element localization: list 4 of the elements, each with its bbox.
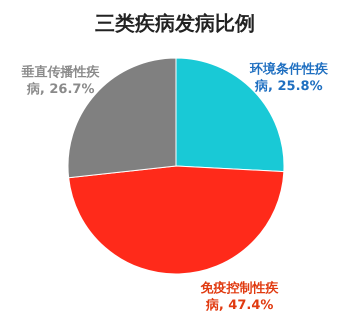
slice-label: 环境条件性疾病, 25.8% bbox=[248, 61, 329, 94]
slice-label: 垂直传播性疾病, 26.7% bbox=[20, 64, 101, 97]
chart-title: 三类疾病发病比例 bbox=[95, 11, 255, 35]
slice-label: 免疫控制性疾病, 47.4% bbox=[200, 280, 280, 313]
